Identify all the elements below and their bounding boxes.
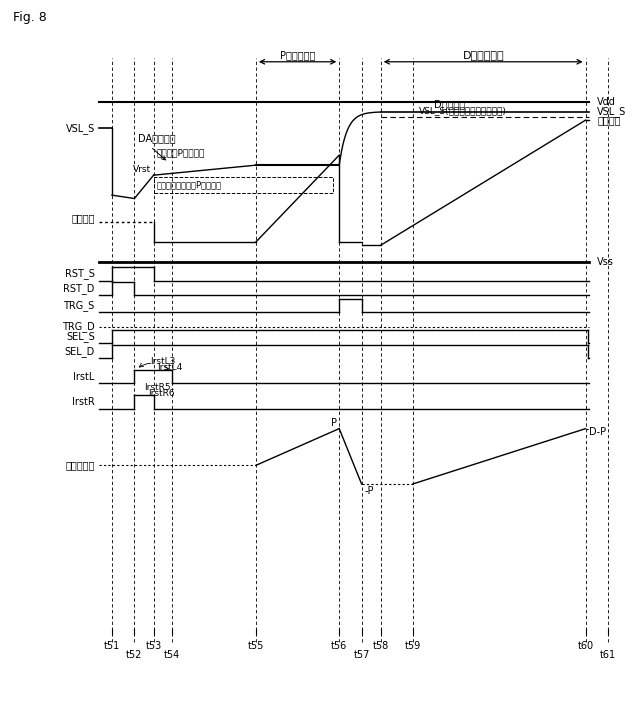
Text: -P: -P [365, 486, 374, 496]
Text: 参照信号: 参照信号 [597, 115, 621, 125]
Text: t53: t53 [145, 641, 162, 651]
Text: IrstL: IrstL [74, 372, 95, 381]
Text: t61: t61 [600, 650, 616, 660]
Text: RST_S: RST_S [65, 268, 95, 279]
Text: t58: t58 [372, 641, 389, 651]
Text: TRG_D: TRG_D [62, 321, 95, 332]
Text: t55: t55 [248, 641, 264, 651]
Text: VSL_S(動作点調整しない場合): VSL_S(動作点調整しない場合) [419, 107, 507, 115]
Text: t51: t51 [104, 641, 120, 651]
Text: IrstL4: IrstL4 [157, 363, 182, 373]
Text: D相レベル: D相レベル [434, 99, 465, 109]
Text: SEL_D: SEL_D [65, 346, 95, 357]
Text: t56: t56 [331, 641, 348, 651]
Text: D-P: D-P [589, 427, 606, 437]
Text: 差動増幅器の固有P相レベル: 差動増幅器の固有P相レベル [157, 181, 222, 190]
Text: 参照信号: 参照信号 [71, 214, 95, 223]
Text: IrstL3: IrstL3 [150, 357, 176, 366]
Text: VSL_S: VSL_S [597, 107, 627, 117]
Text: t59: t59 [404, 641, 421, 651]
Text: D相比較期間: D相比較期間 [462, 50, 504, 60]
Text: t52: t52 [126, 650, 143, 660]
Text: P相比較期間: P相比較期間 [280, 50, 316, 60]
Text: IrstR: IrstR [72, 397, 95, 407]
Text: DA性能改善: DA性能改善 [138, 133, 175, 144]
Text: Vrst: Vrst [133, 165, 151, 174]
Text: t54: t54 [163, 650, 180, 660]
Bar [154, 177, 333, 193]
Text: SEL_S: SEL_S [66, 331, 95, 342]
Text: IrstR5: IrstR5 [144, 383, 171, 392]
Text: VSL_S: VSL_S [65, 123, 95, 134]
Text: t57: t57 [353, 650, 370, 660]
Text: Fig. 8: Fig. 8 [13, 11, 47, 24]
Text: カウント値: カウント値 [65, 460, 95, 471]
Text: TRG_S: TRG_S [63, 299, 95, 311]
Text: t60: t60 [577, 641, 594, 651]
Text: RST_D: RST_D [63, 283, 95, 294]
Text: 最適動作P相レベル: 最適動作P相レベル [157, 149, 205, 157]
Text: P: P [331, 418, 337, 428]
Text: Vss: Vss [597, 257, 614, 267]
Text: Vdd: Vdd [597, 97, 616, 107]
Text: IrstR6: IrstR6 [148, 389, 175, 399]
